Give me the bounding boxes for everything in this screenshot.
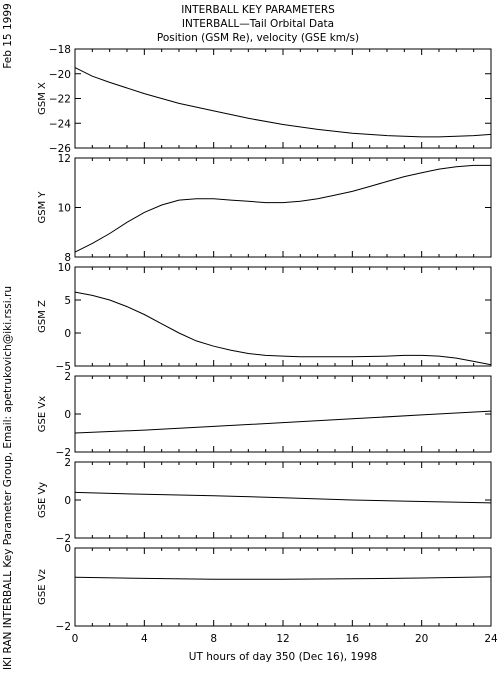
gsm-x-panel-frame bbox=[74, 48, 492, 149]
gsm-z-ytick-label: 10 bbox=[58, 262, 71, 274]
gsm-z-axis-label: GSM Z bbox=[37, 300, 48, 333]
x-tick-label: 0 bbox=[72, 633, 79, 645]
gsm-y-panel-frame bbox=[74, 157, 492, 258]
gsm-x-series-line bbox=[74, 67, 492, 138]
title-line-3: Position (GSM Re), velocity (GSE km/s) bbox=[157, 32, 359, 44]
gse-vx-ytick-label: 0 bbox=[64, 409, 71, 421]
gsm-y-series-line bbox=[74, 164, 491, 253]
credit-label: IKI RAN INTERBALL Key Parameter Group, E… bbox=[2, 286, 14, 670]
gsm-x-ytick-label: −18 bbox=[49, 44, 71, 56]
gse-vy-panel-frame bbox=[74, 461, 492, 539]
gse-vy-ytick-label: −2 bbox=[56, 533, 71, 545]
gsm-y-axis-label: GSM Y bbox=[37, 191, 48, 224]
gsm-y-ytick-label: 12 bbox=[58, 153, 71, 165]
title-line-2: INTERBALL—Tail Orbital Data bbox=[182, 18, 334, 30]
gsm-z-ytick-label: 0 bbox=[64, 328, 71, 340]
x-tick-label: 8 bbox=[210, 633, 217, 645]
gsm-z-ytick-label: −5 bbox=[56, 361, 71, 373]
gsm-x-axis-label: GSM X bbox=[37, 82, 48, 115]
x-tick-label: 20 bbox=[415, 633, 428, 645]
title-line-1: INTERBALL KEY PARAMETERS bbox=[181, 4, 335, 16]
x-tick-label: 12 bbox=[276, 633, 289, 645]
date-label: Feb 15 1999 bbox=[2, 3, 14, 68]
x-tick-label: 4 bbox=[141, 633, 148, 645]
gsm-x-ytick-label: −24 bbox=[49, 118, 71, 130]
gse-vx-ytick-label: −2 bbox=[56, 447, 71, 459]
gsm-x-ytick-label: −26 bbox=[49, 143, 71, 155]
gse-vy-ytick-label: 0 bbox=[64, 495, 71, 507]
x-tick-label: 24 bbox=[484, 633, 498, 645]
gse-vx-ytick-label: 2 bbox=[64, 371, 71, 383]
gse-vy-ytick-label: 2 bbox=[64, 457, 71, 469]
gse-vz-series-line bbox=[74, 576, 492, 580]
gse-vx-series-line bbox=[74, 410, 492, 434]
gsm-z-ytick-label: 5 bbox=[64, 295, 71, 307]
x-tick-label: 16 bbox=[346, 633, 360, 645]
x-axis-label: UT hours of day 350 (Dec 16), 1998 bbox=[189, 651, 377, 663]
gsm-x-ytick-label: −22 bbox=[49, 94, 71, 106]
gse-vz-panel-frame bbox=[74, 547, 492, 627]
gse-vx-axis-label: GSE Vx bbox=[37, 396, 48, 432]
gsm-z-series-line bbox=[74, 291, 492, 366]
gsm-y-ytick-label: 8 bbox=[64, 252, 71, 264]
gse-vy-series-line bbox=[74, 491, 492, 504]
gsm-x-ytick-label: −20 bbox=[49, 69, 71, 81]
gse-vy-axis-label: GSE Vy bbox=[37, 482, 48, 518]
gse-vz-ytick-label: −2 bbox=[56, 621, 71, 633]
gse-vz-axis-label: GSE Vz bbox=[37, 569, 48, 605]
gsm-z-panel-frame bbox=[74, 266, 492, 367]
gsm-y-ytick-label: 10 bbox=[58, 203, 71, 215]
gse-vz-ytick-label: 0 bbox=[64, 543, 71, 555]
gse-vx-panel-frame bbox=[74, 375, 492, 453]
